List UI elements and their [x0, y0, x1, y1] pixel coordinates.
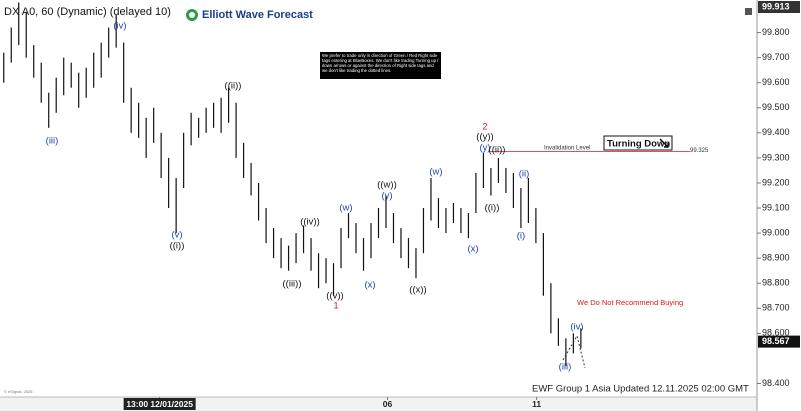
y-tick-label: 99.000: [762, 227, 790, 237]
wave-label: (v): [171, 230, 182, 241]
y-tick-label: 99.800: [762, 27, 790, 37]
y-tick-label: 99.500: [762, 102, 790, 112]
y-tick-label: 99.600: [762, 77, 790, 87]
wave-label: ((ii)): [225, 81, 242, 92]
wave-label: (i): [517, 231, 525, 242]
top-price-box: [758, 1, 800, 13]
last-price: 98.567: [762, 336, 790, 346]
corner-icon: [745, 8, 752, 15]
wave-label: ((ii)): [489, 145, 506, 156]
wave-label: (w): [339, 203, 352, 214]
wave-label: (y): [381, 191, 392, 202]
wave-label: ((x)): [409, 285, 426, 296]
y-tick-label: 99.700: [762, 52, 790, 62]
y-tick-label: 98.700: [762, 303, 790, 313]
wave-label: ((v)): [326, 291, 343, 302]
wave-label: (iii): [46, 136, 59, 147]
y-tick-label: 98.800: [762, 278, 790, 288]
turning-text: Turning Down: [607, 139, 670, 150]
wave-label: 2: [482, 122, 487, 133]
copyright: © eSignal, 2025: [4, 389, 33, 394]
y-tick-label: 99.200: [762, 177, 790, 187]
wave-label: (iv): [113, 21, 126, 32]
turning-arrow: [659, 138, 669, 148]
wave-label: (w): [429, 167, 442, 178]
y-tick-label: 98.900: [762, 253, 790, 263]
wave-label: (x): [364, 280, 375, 291]
logo: Elliott Wave Forecast: [186, 9, 313, 21]
wave-label: ((i)): [485, 203, 500, 214]
last-price-box: [758, 335, 800, 348]
wave-label: (iv): [570, 322, 583, 333]
x-tick-label: 06: [383, 399, 393, 409]
x-tick-label: 11: [532, 399, 541, 409]
invalidation-value: 99.325: [690, 148, 709, 154]
wave-label: (ii): [519, 169, 530, 180]
y-tick-label: 98.400: [762, 378, 790, 388]
x-tick-label-box: [123, 398, 196, 410]
wave-label: (iii): [559, 362, 572, 373]
y-tick-label: 99.400: [762, 127, 790, 137]
chart-title: DX A0, 60 (Dynamic) (delayed 10): [4, 6, 171, 18]
wave-label: ((w)): [377, 180, 397, 191]
top-price: 99.913: [762, 1, 790, 11]
wave-label: ((i)): [170, 241, 185, 252]
wave-label: ((y)): [476, 132, 493, 143]
wave-label: ((iii)): [283, 279, 302, 290]
wave-label: (x): [467, 244, 478, 255]
logo-text: Elliott Wave Forecast: [202, 9, 313, 21]
x-axis-strip: [0, 397, 757, 411]
wave-label: (y): [479, 143, 490, 154]
note-wrap: We prefer to trade only in direction of …: [322, 53, 439, 73]
projection-dotted: [562, 334, 586, 369]
invalidation-label: Invalidation Level: [544, 146, 590, 152]
wave-label: ((iv)): [300, 217, 320, 228]
note-text: We prefer to trade only in direction of …: [322, 53, 439, 73]
footer-text: EWF Group 1 Asia Updated 12.11.2025 02:0…: [532, 384, 749, 395]
turning-box: [603, 135, 673, 151]
warning-text: We Do Not Recommend Buying: [577, 298, 683, 307]
y-tick-label: 99.300: [762, 152, 790, 162]
logo-icon-inner: [189, 12, 195, 18]
y-tick-label: 98.600: [762, 328, 790, 338]
note-box: [320, 52, 441, 79]
x-tick-label: 13:00 12/01/2025: [126, 399, 193, 409]
wave-label: 1: [333, 301, 338, 312]
y-tick-label: 99.100: [762, 202, 790, 212]
